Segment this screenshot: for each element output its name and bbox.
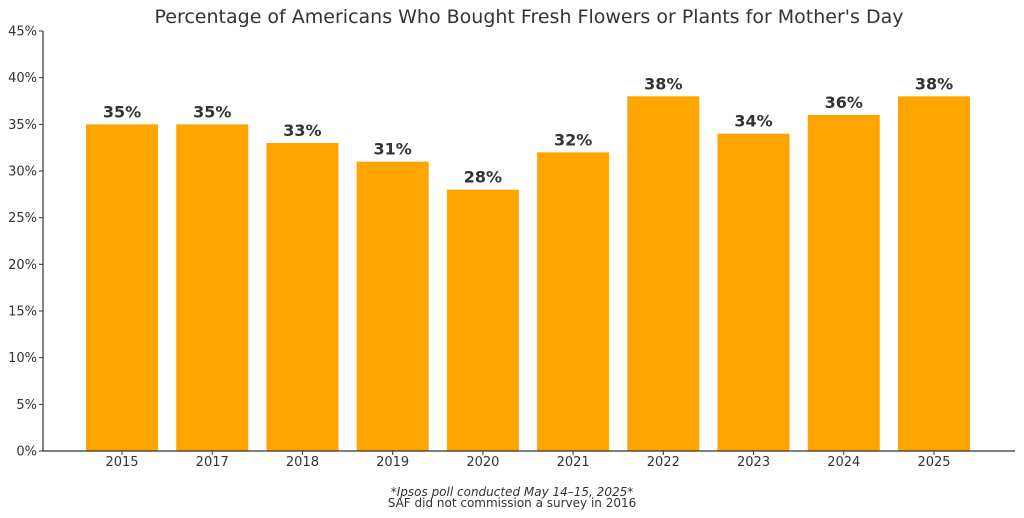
bar-value-label-2024: 36% bbox=[825, 93, 863, 112]
bar-value-label-2025: 38% bbox=[915, 74, 953, 93]
bar-2023 bbox=[717, 133, 790, 451]
y-tick-label: 5% bbox=[16, 398, 37, 413]
bar-2015 bbox=[86, 124, 158, 451]
survey-footnote: SAF did not commission a survey in 2016 bbox=[388, 496, 637, 510]
bar-2024 bbox=[807, 115, 880, 451]
x-axis-ticks: 2015 2017 2018 2019 2020 2021 2022 2023 2024 2025 bbox=[105, 451, 951, 470]
y-tick-label: 15% bbox=[8, 305, 37, 320]
bar-labels-group: 35% 35% 33% 31% 28% 32% 38% 34% 36% 38% bbox=[103, 74, 953, 186]
y-tick-label: 35% bbox=[8, 118, 37, 133]
bar-2021 bbox=[537, 152, 610, 452]
bar-2022 bbox=[627, 96, 700, 451]
x-tick-label-2020: 2020 bbox=[466, 455, 499, 470]
y-tick-label: 10% bbox=[8, 351, 37, 366]
x-tick-label-2023: 2023 bbox=[737, 455, 770, 470]
bar-2019 bbox=[356, 161, 429, 451]
y-tick-label: 20% bbox=[8, 258, 37, 273]
y-tick-label: 40% bbox=[8, 71, 37, 86]
bar-value-label-2023: 34% bbox=[734, 112, 772, 131]
poll-footnote: *Ipsos poll conducted May 14–15, 2025* bbox=[391, 485, 633, 499]
y-axis-ticks: 0% 5% 10% 15% 20% 25% 30% 35% 40% 45% bbox=[8, 25, 43, 460]
bar-value-label-2022: 38% bbox=[644, 74, 682, 93]
bars-group bbox=[86, 96, 970, 452]
x-tick-label-2017: 2017 bbox=[196, 455, 229, 470]
x-tick-label-2019: 2019 bbox=[376, 455, 409, 470]
bar-2025 bbox=[898, 96, 970, 451]
bar-value-label-2015: 35% bbox=[103, 102, 141, 121]
x-tick-label-2018: 2018 bbox=[286, 455, 319, 470]
y-tick-label: 25% bbox=[8, 211, 37, 226]
chart-title: Percentage of Americans Who Bought Fresh… bbox=[155, 6, 904, 28]
y-tick-label: 45% bbox=[8, 25, 37, 40]
x-tick-label-2022: 2022 bbox=[647, 455, 680, 470]
bar-value-label-2019: 31% bbox=[374, 140, 412, 159]
bar-value-label-2018: 33% bbox=[283, 121, 321, 140]
x-tick-label-2021: 2021 bbox=[557, 455, 590, 470]
bar-2020 bbox=[446, 189, 519, 451]
y-tick-label: 30% bbox=[8, 165, 37, 180]
bar-value-label-2017: 35% bbox=[193, 102, 231, 121]
bar-value-label-2020: 28% bbox=[464, 168, 502, 187]
x-tick-label-2024: 2024 bbox=[827, 455, 860, 470]
bar-2018 bbox=[266, 143, 339, 451]
x-tick-label-2015: 2015 bbox=[105, 455, 138, 470]
bar-value-label-2021: 32% bbox=[554, 130, 592, 149]
x-tick-label-2025: 2025 bbox=[917, 455, 950, 470]
bar-2017 bbox=[176, 124, 249, 451]
y-tick-label: 0% bbox=[16, 445, 37, 460]
